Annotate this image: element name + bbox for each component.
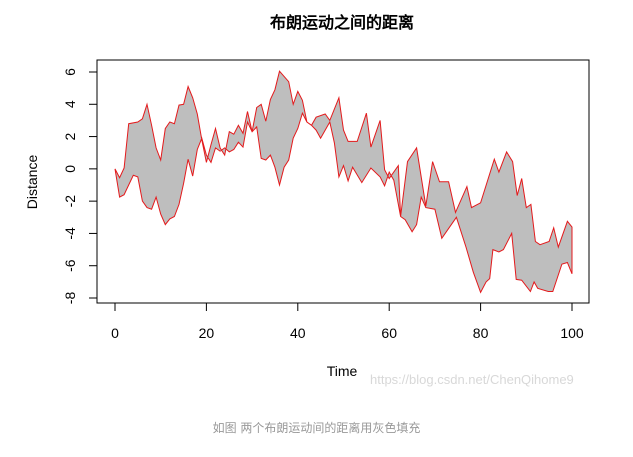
x-tick-label: 20	[199, 325, 215, 341]
chart: 布朗运动之间的距离 0 20 40 60 80 100 -8 -6 -4 -2 0 2 4 6 Time…	[24, 13, 590, 379]
y-tick-label: 0	[62, 165, 78, 173]
plot-area	[114, 70, 573, 294]
y-tick-label: -6	[62, 259, 78, 272]
y-tick-label: -4	[62, 227, 78, 240]
y-tick-label: -8	[62, 292, 78, 305]
x-tick-label: 60	[381, 325, 397, 341]
x-tick-label: 40	[290, 325, 306, 341]
x-tick-label: 0	[111, 325, 119, 341]
watermark: https://blog.csdn.net/ChenQihome9	[370, 372, 574, 387]
x-tick-label: 100	[560, 325, 584, 341]
x-axis: 0 20 40 60 80 100	[111, 302, 584, 341]
y-tick-label: 6	[62, 68, 78, 76]
y-tick-label: 4	[62, 100, 78, 108]
y-tick-label: -2	[62, 195, 78, 208]
figure-caption: 如图 两个布朗运动间的距离用灰色填充	[212, 421, 421, 435]
x-axis-label: Time	[327, 363, 358, 379]
y-tick-label: 2	[62, 132, 78, 140]
y-axis: -8 -6 -4 -2 0 2 4 6	[62, 68, 98, 305]
x-tick-label: 80	[473, 325, 489, 341]
distance-fill-polygon	[114, 70, 573, 294]
chart-title: 布朗运动之间的距离	[270, 13, 414, 32]
y-axis-label: Distance	[24, 155, 40, 210]
